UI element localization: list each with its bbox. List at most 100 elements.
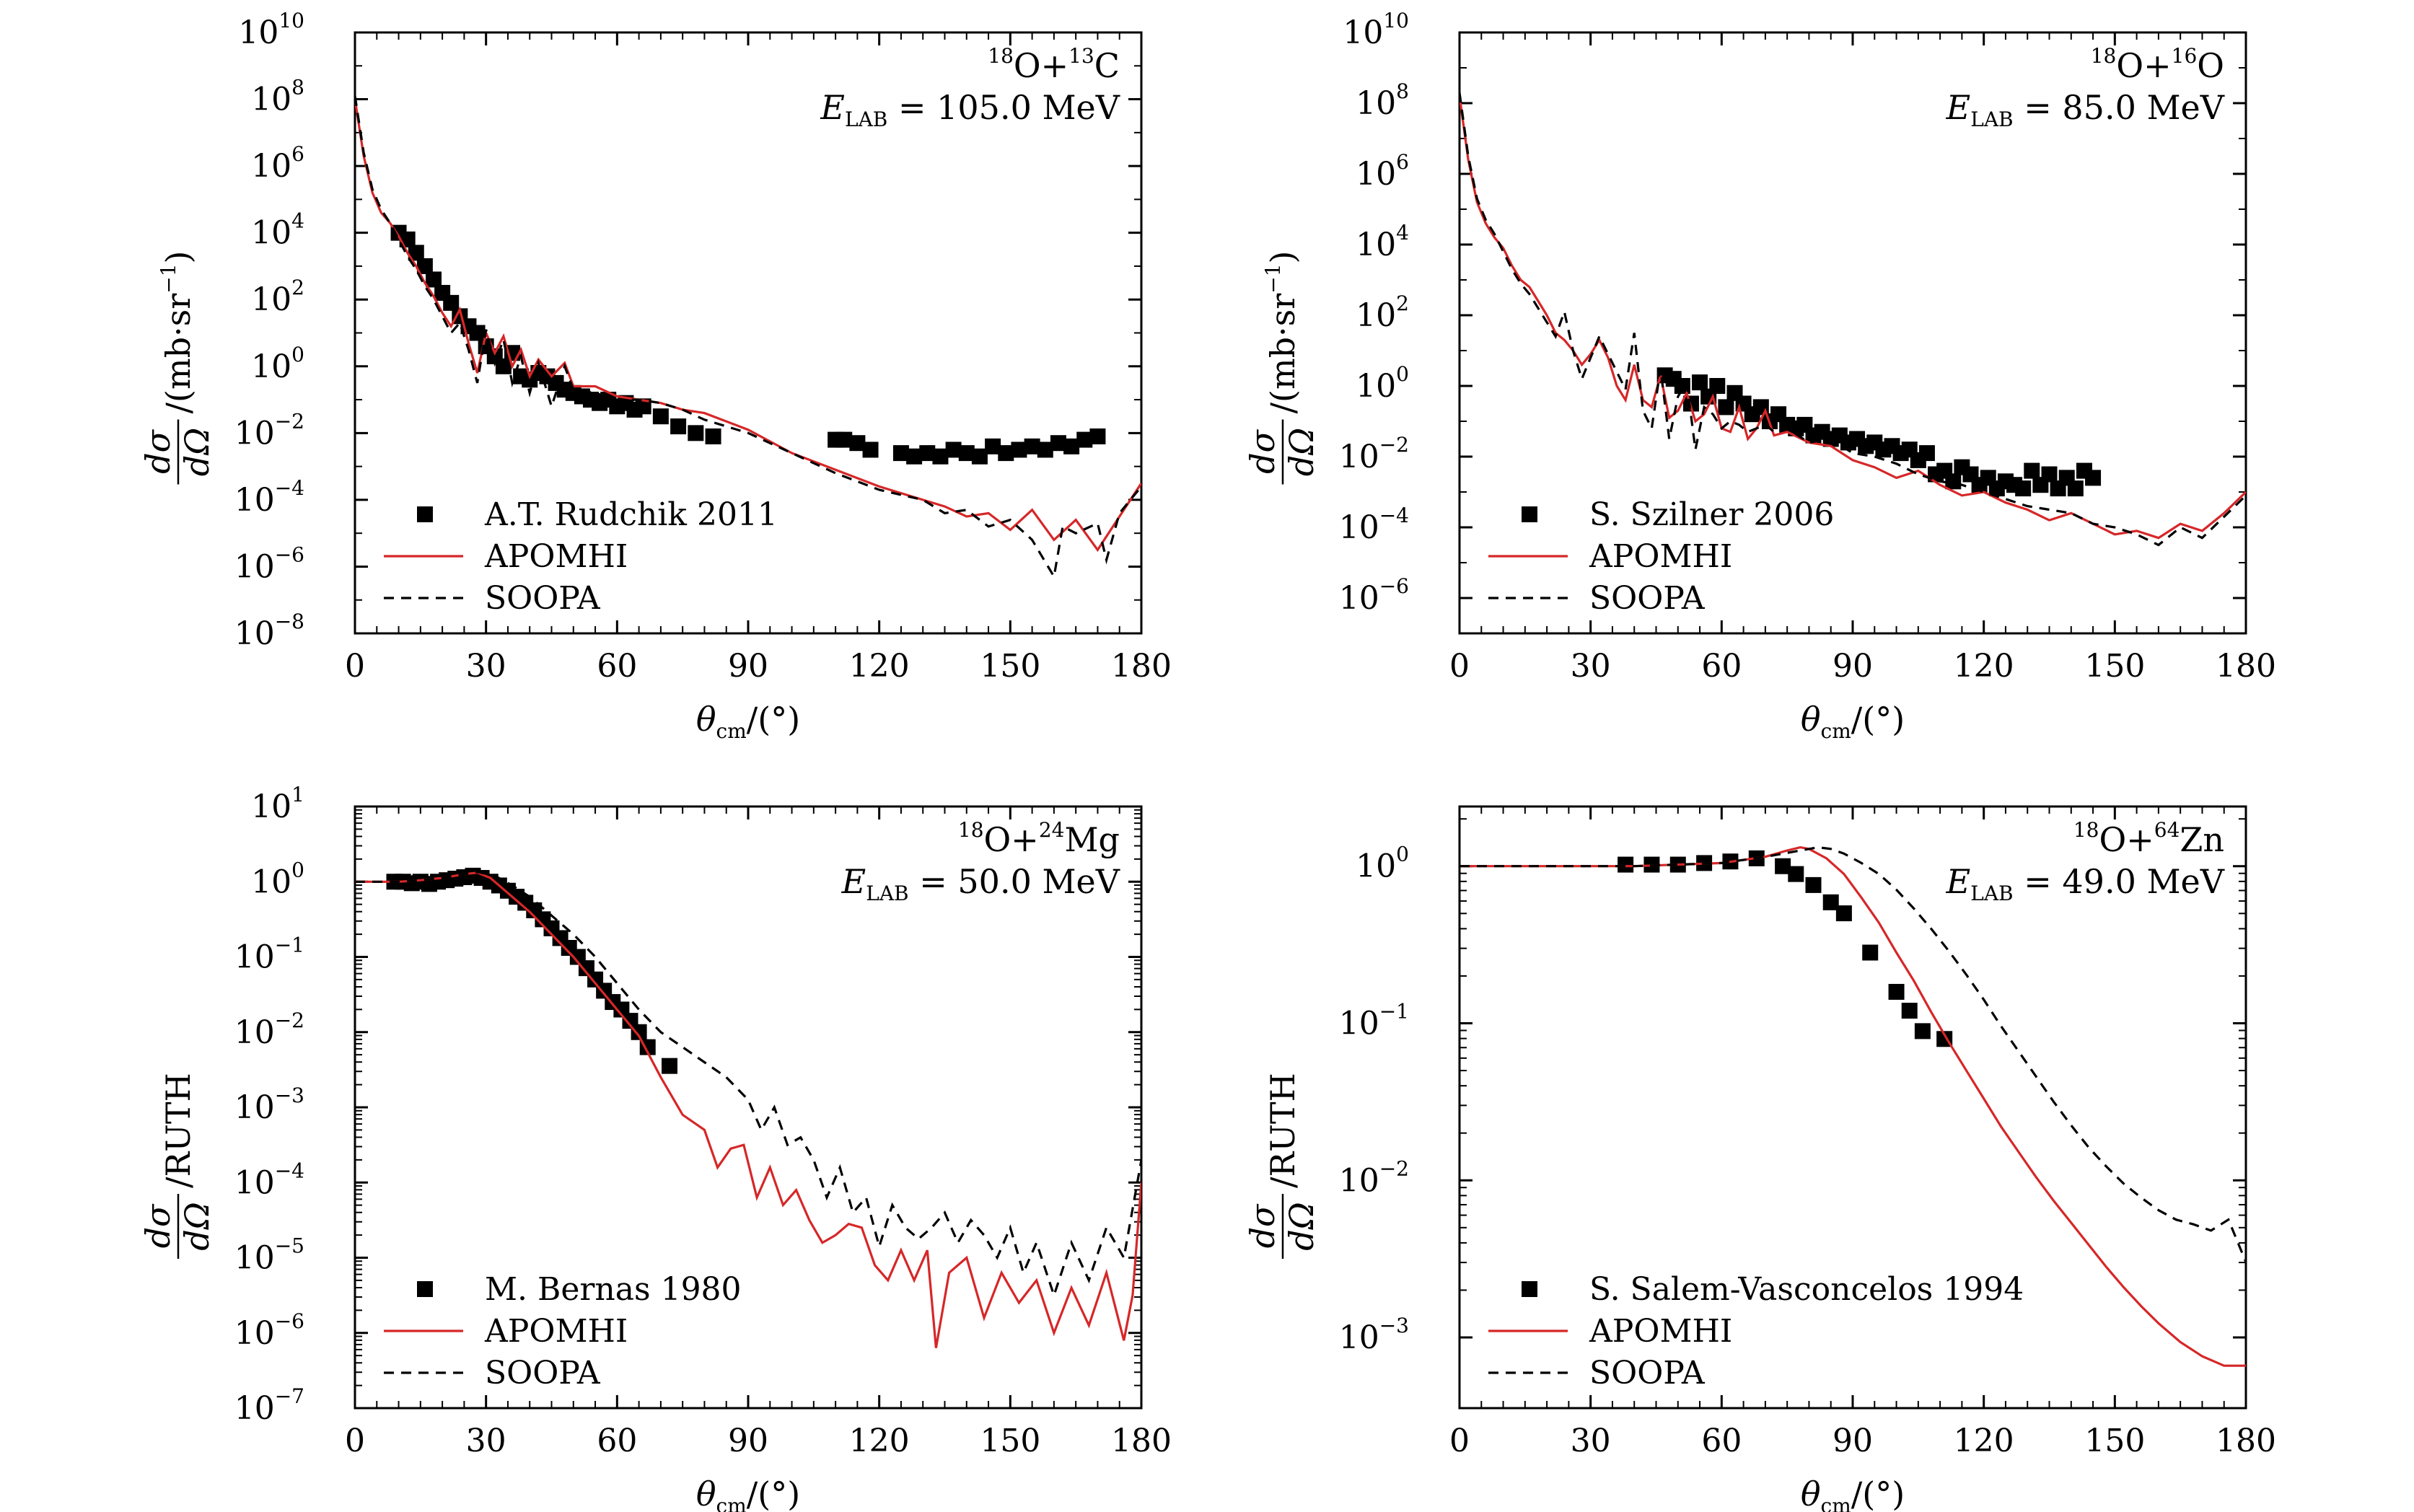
legend-marker-data xyxy=(417,506,433,522)
data-point xyxy=(662,1058,677,1074)
x-tick-label: 90 xyxy=(728,648,768,685)
legend-marker-data xyxy=(1522,1281,1537,1297)
x-tick-label: 60 xyxy=(597,1423,637,1459)
data-point xyxy=(849,435,866,452)
chart-panel-2: 0 30 60 90 120 150 180 1010 108 106 104 102 100 10−2 1… xyxy=(1243,9,2276,743)
x-tick-label: 180 xyxy=(1111,648,1172,685)
data-point xyxy=(2085,470,2102,486)
series-apomhi-line xyxy=(355,99,1141,553)
data-point xyxy=(1024,438,1040,454)
data-point xyxy=(1089,428,1106,444)
legend-label: SOOPA xyxy=(485,1355,601,1392)
data-point xyxy=(408,245,424,261)
y-title-numerator: dσ xyxy=(139,1203,177,1248)
legend-label: APOMHI xyxy=(1589,1313,1732,1350)
y-axis-title: dσ dΩ/RUTH xyxy=(139,1073,216,1259)
x-tick-label: 30 xyxy=(1571,1423,1611,1459)
legend-marker-data xyxy=(1522,506,1537,522)
legend-label: S. Szilner 2006 xyxy=(1589,496,1834,533)
data-point xyxy=(631,1024,647,1040)
data-point xyxy=(1775,858,1791,874)
plot-area xyxy=(1460,92,2246,547)
data-point xyxy=(1835,905,1852,922)
y-tick-label: 10−2 xyxy=(1339,1156,1409,1199)
legend-label: APOMHI xyxy=(484,1313,628,1350)
data-point xyxy=(1063,438,1080,454)
data-point xyxy=(1862,944,1879,961)
x-axis-title: θcm/(°) xyxy=(696,700,800,743)
series-apomhi-line xyxy=(1460,845,2246,1367)
legend-label: M. Bernas 1980 xyxy=(485,1271,742,1308)
energy-label: ELAB = 105.0 MeV xyxy=(820,88,1120,131)
energy-label: ELAB = 49.0 MeV xyxy=(1946,862,2225,905)
data-point xyxy=(688,425,704,441)
series-soopa-line xyxy=(355,871,1141,1299)
data-point xyxy=(2015,480,2032,497)
series-data-points xyxy=(1656,367,2102,497)
data-point xyxy=(1805,876,1822,893)
y-tick-label: 10−7 xyxy=(234,1384,304,1427)
y-tick-label: 10−4 xyxy=(234,476,304,519)
plot-area xyxy=(355,867,1141,1348)
data-point xyxy=(971,448,988,465)
y-tick-label: 101 xyxy=(251,783,304,825)
y-tick-label: 10−3 xyxy=(234,1084,304,1126)
y-title-numerator: dσ xyxy=(1243,1203,1282,1248)
x-tick-label: 0 xyxy=(1449,648,1470,685)
data-point xyxy=(652,408,669,425)
y-title-denominator: dΩ xyxy=(1282,1202,1321,1251)
y-tick-label: 108 xyxy=(251,76,304,118)
y-title-denominator: dΩ xyxy=(177,428,216,477)
data-point xyxy=(836,431,853,448)
data-point xyxy=(1914,1023,1931,1040)
x-tick-label: 60 xyxy=(1701,648,1742,685)
x-tick-label: 150 xyxy=(2084,648,2145,685)
y-tick-label: 10−2 xyxy=(234,1008,304,1051)
y-axis-title: dσ dΩ/RUTH xyxy=(1243,1073,1321,1259)
data-point xyxy=(945,441,962,458)
reaction-label: 18O+13C xyxy=(988,44,1120,85)
y-tick-label: 10−6 xyxy=(234,1309,304,1352)
x-tick-label: 90 xyxy=(728,1423,768,1459)
series-apomhi-line xyxy=(1460,95,2246,540)
y-tick-label: 10−6 xyxy=(234,542,304,585)
x-tick-label: 120 xyxy=(1954,648,2014,685)
y-title-numerator: dσ xyxy=(139,428,177,473)
series-soopa-line xyxy=(1460,92,2246,547)
series-data-points xyxy=(390,224,1106,465)
y-title-unit: /RUTH xyxy=(159,1073,198,1188)
data-point xyxy=(1945,473,1962,490)
data-point xyxy=(919,445,936,462)
y-axis-title: dσ dΩ /(mb·sr−1) xyxy=(1243,251,1321,485)
y-tick-label: 10−2 xyxy=(1339,433,1409,475)
y-tick-label: 10−8 xyxy=(234,610,304,652)
data-point xyxy=(906,448,923,465)
data-point xyxy=(2024,462,2040,479)
y-tick-label: 10−4 xyxy=(234,1159,304,1201)
legend-label: SOOPA xyxy=(1589,1355,1706,1392)
chart-panel-1: 0 30 60 90 120 150 180 1010 108 106 104 102 100 10−2 1… xyxy=(139,9,1172,743)
data-point xyxy=(1618,856,1634,873)
chart-panel-4: 0 30 60 90 120 150 180 100 10−1 10−2 10−3 S. Salem-… xyxy=(1243,805,2276,1512)
y-title-unit: /RUTH xyxy=(1263,1073,1302,1188)
y-title-denominator: dΩ xyxy=(177,1202,216,1251)
plot-area xyxy=(355,95,1141,580)
x-tick-label: 120 xyxy=(849,1423,910,1459)
data-point xyxy=(1709,378,1726,394)
x-tick-label: 60 xyxy=(597,648,637,685)
x-tick-label: 180 xyxy=(1111,1423,1172,1459)
energy-label: ELAB = 85.0 MeV xyxy=(1946,88,2225,131)
data-point xyxy=(1718,399,1734,416)
y-tick-label: 106 xyxy=(251,142,304,185)
data-point xyxy=(416,258,433,274)
data-point xyxy=(1076,431,1093,448)
y-tick-label: 10−4 xyxy=(1339,504,1409,546)
y-tick-label: 102 xyxy=(1356,291,1409,334)
data-point xyxy=(2067,480,2084,497)
y-title-numerator: dσ xyxy=(1243,428,1282,473)
y-tick-label: 106 xyxy=(1356,150,1409,193)
legend-label: S. Salem-Vasconcelos 1994 xyxy=(1589,1271,2024,1308)
y-tick-label: 104 xyxy=(1356,221,1409,263)
x-tick-label: 120 xyxy=(849,648,910,685)
x-tick-label: 0 xyxy=(345,648,365,685)
